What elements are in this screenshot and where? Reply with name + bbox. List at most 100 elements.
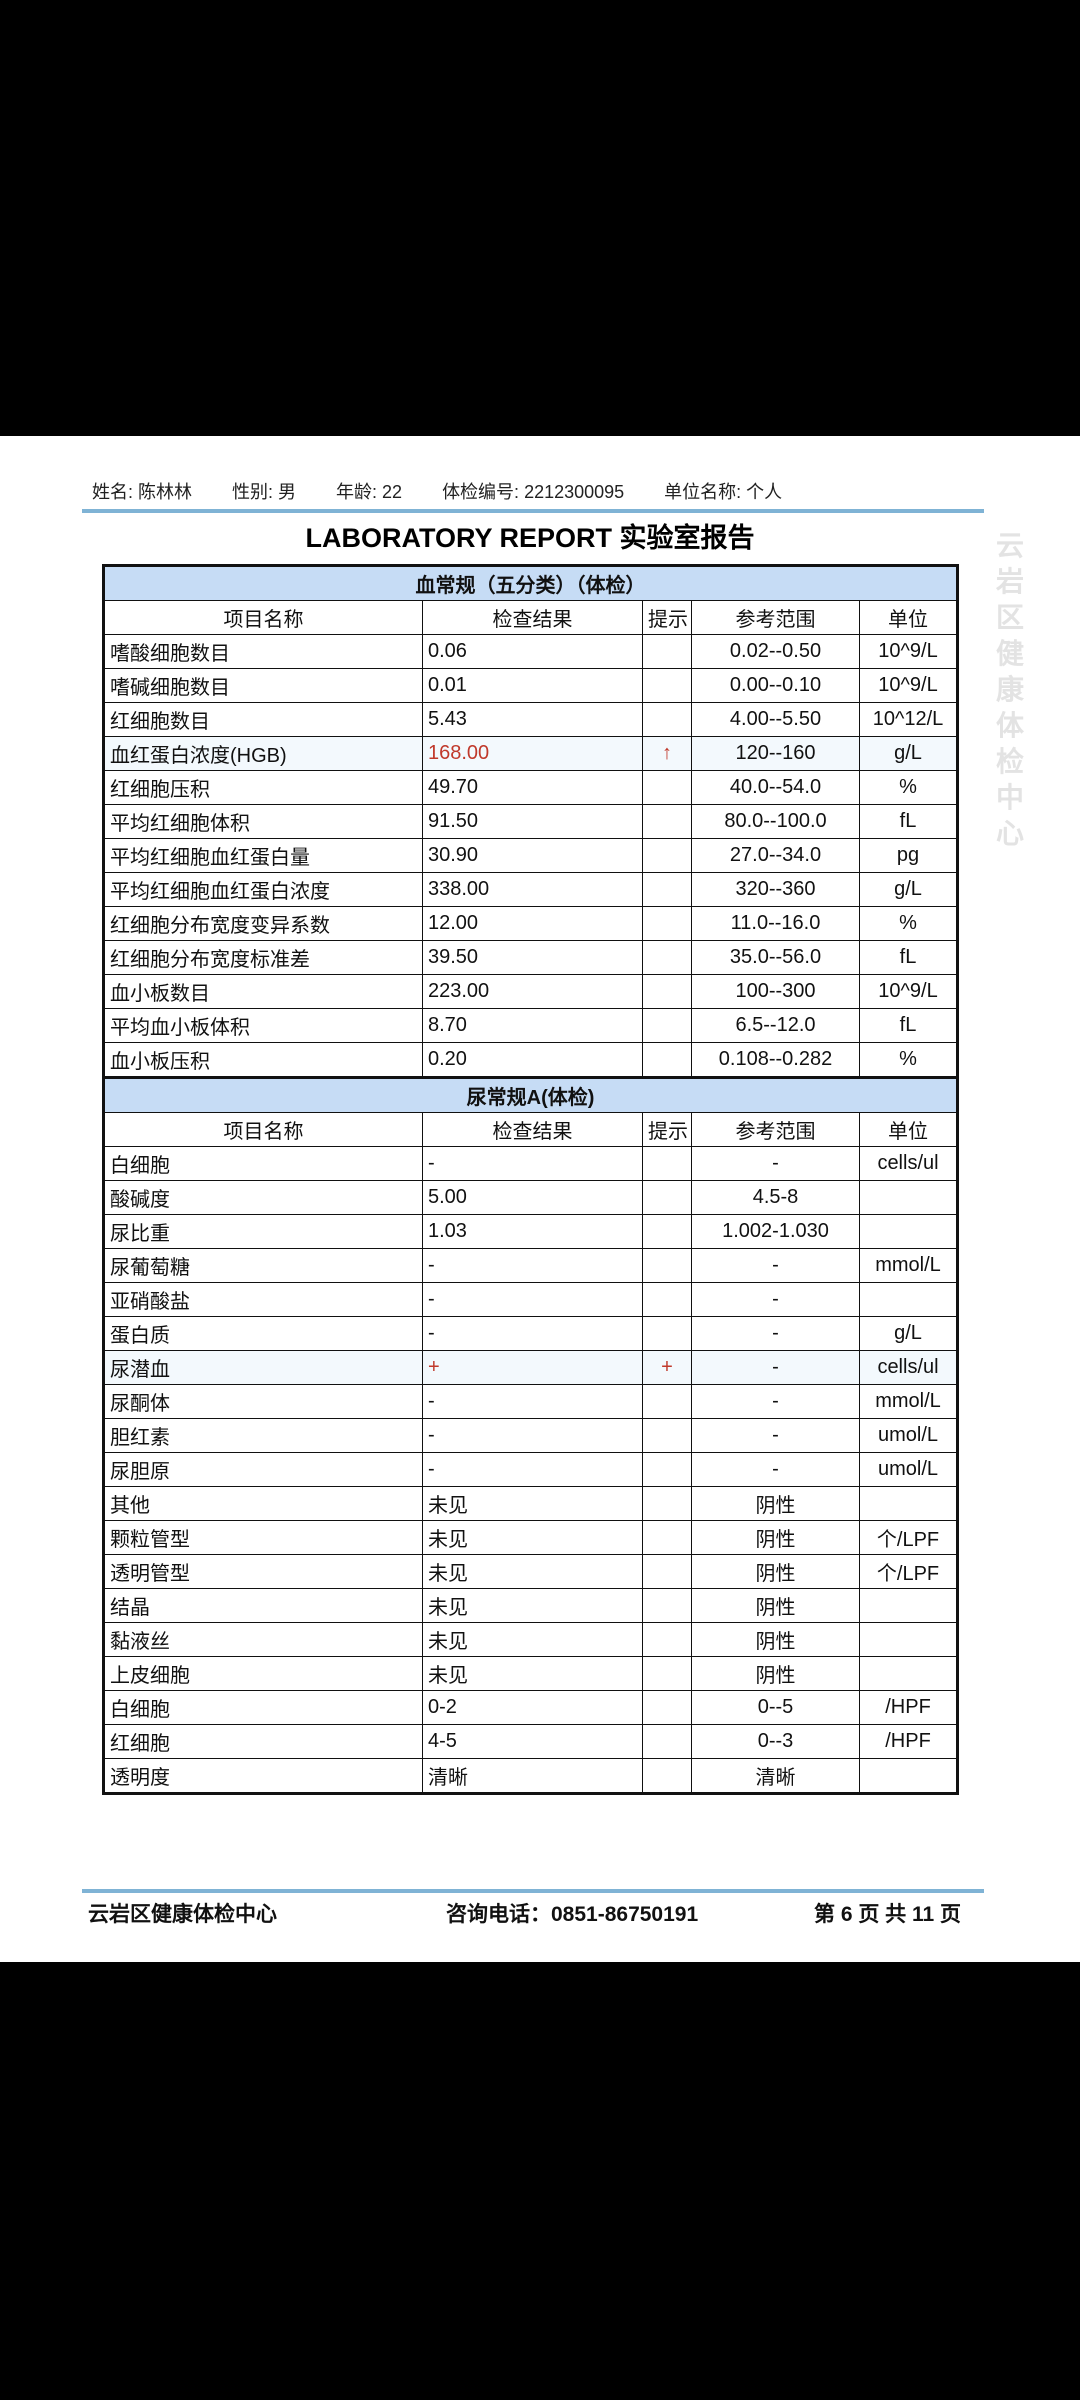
cell: 未见 <box>422 1520 643 1555</box>
column-header: 项目名称 <box>103 600 423 635</box>
cell: 320--360 <box>691 872 860 907</box>
result-row: 透明管型 未见 阴性 个/LPF <box>103 1554 959 1589</box>
cell: 10^9/L <box>858 634 959 669</box>
cell: cells/ul <box>858 1350 959 1385</box>
result-row: 白细胞 - - cells/ul <box>103 1146 959 1181</box>
cell <box>858 1180 959 1215</box>
cell: 颗粒管型 <box>103 1520 423 1555</box>
cell: ↑ <box>642 736 692 771</box>
cell: % <box>858 1042 959 1078</box>
cell <box>642 634 692 669</box>
result-row: 嗜酸细胞数目 0.06 0.02--0.50 10^9/L <box>103 634 959 669</box>
cell <box>858 1758 959 1794</box>
cell: 1.03 <box>422 1214 643 1249</box>
cell: 0.00--0.10 <box>691 668 860 703</box>
result-row: 透明度 清晰 清晰 <box>103 1758 959 1794</box>
cell: cells/ul <box>858 1146 959 1181</box>
cell: 尿酮体 <box>103 1384 423 1419</box>
cell: 100--300 <box>691 974 860 1009</box>
cell <box>858 1214 959 1249</box>
result-row: 尿酮体 - - mmol/L <box>103 1384 959 1419</box>
cell <box>858 1622 959 1657</box>
header-rule <box>82 509 984 513</box>
cell: 嗜碱细胞数目 <box>103 668 423 703</box>
cell <box>642 1724 692 1759</box>
cell: - <box>691 1248 860 1283</box>
cell: 0-2 <box>422 1690 643 1725</box>
result-row: 红细胞分布宽度变异系数 12.00 11.0--16.0% <box>103 906 959 941</box>
cell <box>642 974 692 1009</box>
cell: 10^9/L <box>858 668 959 703</box>
column-header: 提示 <box>642 600 692 635</box>
cell <box>642 1486 692 1521</box>
patient-info: 姓名: 陈林林 性别: 男 年龄: 22 体检编号: 2212300095 单位名称: … <box>92 478 822 504</box>
cell: - <box>691 1384 860 1419</box>
result-row: 平均红细胞血红蛋白浓度 338.00 320--360 g/L <box>103 872 959 907</box>
cell: 尿比重 <box>103 1214 423 1249</box>
result-row: 血红蛋白浓度(HGB) 168.00 ↑ 120--160 g/L <box>103 736 959 771</box>
info-field: 姓名: 陈林林 <box>92 482 193 502</box>
footer-rule <box>82 1889 984 1893</box>
cell <box>642 1248 692 1283</box>
cell: 未见 <box>422 1588 643 1623</box>
cell: - <box>691 1452 860 1487</box>
cell <box>642 1588 692 1623</box>
cell: 6.5--12.0 <box>691 1008 860 1043</box>
cell: 血红蛋白浓度(HGB) <box>103 736 423 771</box>
column-header: 单位 <box>858 1112 959 1147</box>
cell: 阴性 <box>691 1622 860 1657</box>
result-row: 胆红素 - - umol/L <box>103 1418 959 1453</box>
cell: 清晰 <box>422 1758 643 1794</box>
cell: umol/L <box>858 1418 959 1453</box>
cell: - <box>422 1316 643 1351</box>
cell: 未见 <box>422 1622 643 1657</box>
cell <box>858 1588 959 1623</box>
cell <box>858 1486 959 1521</box>
cell: 尿葡萄糖 <box>103 1248 423 1283</box>
cell: 阴性 <box>691 1588 860 1623</box>
cell: g/L <box>858 1316 959 1351</box>
watermark: 云岩区健康体检中心 <box>996 530 1025 849</box>
lab-table: 血常规（五分类）（体检） 项目名称 检查结果 提示 参考范围 单位 嗜酸细胞数目 0.06 0.… <box>102 564 960 1795</box>
cell: 11.0--16.0 <box>691 906 860 941</box>
cell: 5.00 <box>422 1180 643 1215</box>
footer-phone: 咨询电话：0851-86750191 <box>446 1903 699 1926</box>
cell: 结晶 <box>103 1588 423 1623</box>
cell: - <box>422 1282 643 1317</box>
cell: 338.00 <box>422 872 643 907</box>
cell <box>858 1656 959 1691</box>
cell: 红细胞 <box>103 1724 423 1759</box>
result-row: 结晶 未见 阴性 <box>103 1588 959 1623</box>
cell: - <box>691 1146 860 1181</box>
result-row: 白细胞 0-2 0--5/HPF <box>103 1690 959 1725</box>
column-header: 参考范围 <box>691 1112 860 1147</box>
cell: 平均红细胞体积 <box>103 804 423 839</box>
cell <box>642 1418 692 1453</box>
cell: 酸碱度 <box>103 1180 423 1215</box>
footer-page: 第 6 页 共 11 页 <box>814 1903 962 1926</box>
cell: 5.43 <box>422 702 643 737</box>
cell: /HPF <box>858 1690 959 1725</box>
cell <box>642 1008 692 1043</box>
cell: fL <box>858 1008 959 1043</box>
cell <box>642 1622 692 1657</box>
cell: 平均血小板体积 <box>103 1008 423 1043</box>
cell <box>642 1554 692 1589</box>
cell: 4.5-8 <box>691 1180 860 1215</box>
cell: 35.0--56.0 <box>691 940 860 975</box>
cell <box>642 1758 692 1794</box>
result-row: 红细胞压积 49.70 40.0--54.0% <box>103 770 959 805</box>
cell: g/L <box>858 736 959 771</box>
result-row: 尿比重 1.03 1.002-1.030 <box>103 1214 959 1249</box>
cell: 黏液丝 <box>103 1622 423 1657</box>
cell: - <box>422 1146 643 1181</box>
cell: - <box>422 1384 643 1419</box>
cell: 1.002-1.030 <box>691 1214 860 1249</box>
cell: 10^12/L <box>858 702 959 737</box>
cell <box>642 906 692 941</box>
cell: 平均红细胞血红蛋白量 <box>103 838 423 873</box>
cell: 80.0--100.0 <box>691 804 860 839</box>
result-row: 红细胞 4-5 0--3/HPF <box>103 1724 959 1759</box>
result-row: 尿胆原 - - umol/L <box>103 1452 959 1487</box>
cell: 红细胞分布宽度标准差 <box>103 940 423 975</box>
